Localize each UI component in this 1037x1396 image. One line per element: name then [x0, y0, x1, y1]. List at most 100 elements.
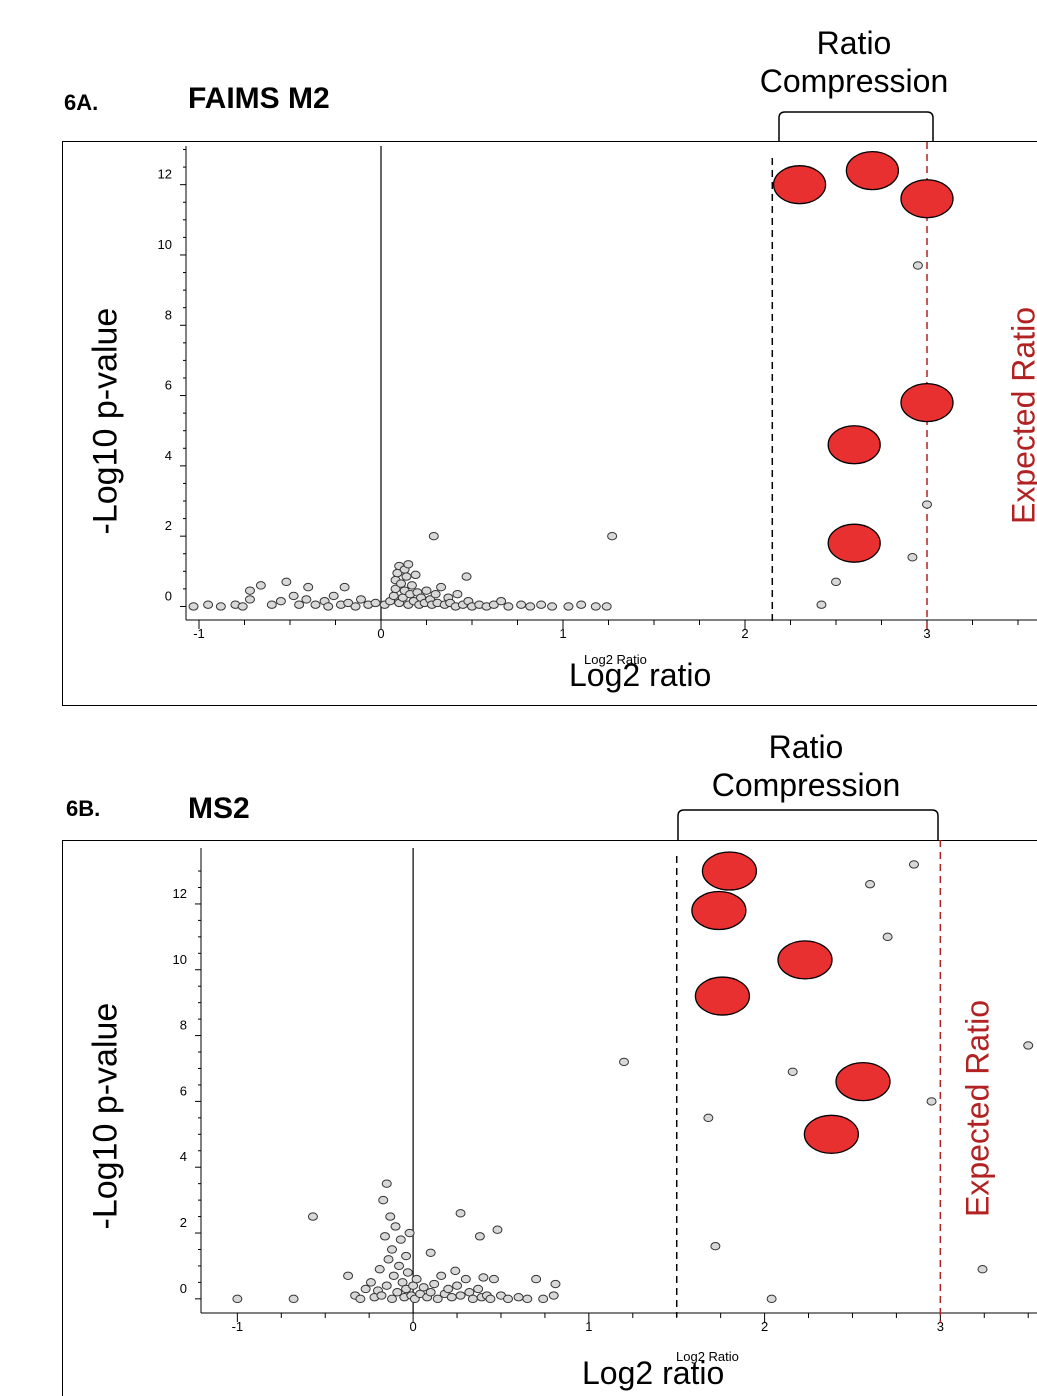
data-point [492, 1225, 503, 1234]
data-point [410, 570, 421, 580]
data-point [288, 591, 299, 601]
highlighted-point [772, 165, 827, 205]
data-point [188, 602, 199, 611]
data-point [394, 1261, 405, 1271]
data-point [467, 1294, 478, 1304]
outlier-point [619, 1057, 629, 1067]
data-point [339, 582, 350, 592]
y-tick-label-a: 12 [158, 167, 172, 182]
highlighted-point [827, 425, 881, 465]
outlier-point [977, 1265, 988, 1274]
x-tick-label-a: 1 [559, 626, 566, 641]
outlier-point [607, 531, 618, 541]
data-point [365, 1278, 376, 1287]
data-point [429, 1279, 440, 1289]
data-point [388, 591, 399, 601]
highlighted-point [694, 976, 751, 1016]
data-point [496, 596, 507, 606]
x-axis-label-a: Log2 ratio [569, 657, 712, 693]
data-point [516, 600, 527, 609]
ratio-compression-bracket-a [778, 111, 934, 142]
data-point [547, 602, 558, 611]
data-point [310, 600, 321, 609]
data-point [485, 1294, 496, 1304]
data-point [550, 1279, 561, 1289]
outlier-point [461, 572, 472, 581]
x-tick-label-a: -1 [193, 626, 205, 641]
x-tick-label-a: 2 [741, 626, 748, 641]
highlighted-point [900, 382, 954, 423]
data-point [244, 586, 255, 595]
data-point [385, 1212, 396, 1221]
outlier-point [922, 500, 932, 509]
data-point [503, 1294, 514, 1304]
data-point [563, 602, 574, 611]
data-point [576, 600, 587, 609]
data-point [425, 1288, 436, 1297]
data-point [303, 582, 314, 592]
data-point [388, 1271, 399, 1281]
data-point [374, 1265, 385, 1274]
data-point [255, 581, 266, 590]
data-point [488, 600, 499, 609]
x-tick-label-b: 2 [761, 1319, 768, 1334]
data-point [379, 1232, 390, 1241]
x-tick-label-a: 0 [377, 626, 384, 641]
data-point [421, 586, 432, 595]
data-point [455, 1209, 466, 1218]
ratio-compression-label-a: Ratio Compression [759, 25, 949, 99]
y-tick-label-a: 10 [158, 237, 172, 252]
data-point [266, 600, 277, 609]
y-tick-label-b: 12 [173, 886, 187, 901]
data-point [531, 1274, 542, 1284]
data-point [355, 1294, 366, 1304]
x-tick-label-b: 1 [585, 1319, 592, 1334]
data-point [390, 584, 401, 594]
highlighted-point [845, 150, 900, 191]
data-point [525, 602, 536, 611]
data-point [381, 1179, 392, 1188]
data-point [478, 1273, 489, 1282]
data-point [401, 572, 412, 581]
ratio-compression-label-b: Ratio Compression [711, 729, 901, 803]
data-point [244, 595, 255, 604]
x-tick-label-a: 3 [923, 626, 930, 641]
outlier-point [766, 1294, 777, 1304]
highlighted-point [827, 523, 881, 563]
data-point [436, 582, 447, 592]
data-point [323, 602, 334, 611]
highlighted-point [835, 1061, 891, 1102]
highlighted-point [701, 851, 758, 891]
data-point [350, 602, 361, 611]
y-tick-label-a: 2 [165, 518, 172, 533]
outlier-point [908, 860, 919, 869]
data-point [452, 589, 463, 599]
y-tick-label-b: 2 [180, 1215, 187, 1230]
data-point [473, 1284, 484, 1294]
highlighted-point [803, 1114, 860, 1154]
data-point [430, 589, 441, 599]
data-point [232, 1294, 243, 1304]
outlier-point [831, 577, 841, 587]
y-tick-label-a: 8 [165, 307, 172, 322]
outlier-point [710, 1241, 721, 1251]
data-point [294, 600, 305, 609]
data-point [328, 591, 339, 601]
data-point [370, 598, 381, 608]
x-axis-label-b: Log2 ratio [582, 1355, 725, 1391]
data-point [288, 1294, 299, 1304]
data-point [513, 1292, 524, 1302]
panel-label-b: 6B. [66, 796, 101, 821]
y-tick-label-a: 6 [165, 378, 172, 393]
y-tick-label-b: 10 [173, 952, 187, 967]
data-point [307, 1212, 318, 1221]
outlier-point [1023, 1041, 1034, 1050]
data-point [548, 1291, 559, 1300]
y-tick-label-b: 8 [180, 1018, 187, 1033]
highlighted-point [691, 890, 747, 931]
data-point [538, 1294, 549, 1304]
data-point [601, 602, 612, 611]
data-point [301, 595, 312, 604]
data-point [383, 1255, 394, 1264]
